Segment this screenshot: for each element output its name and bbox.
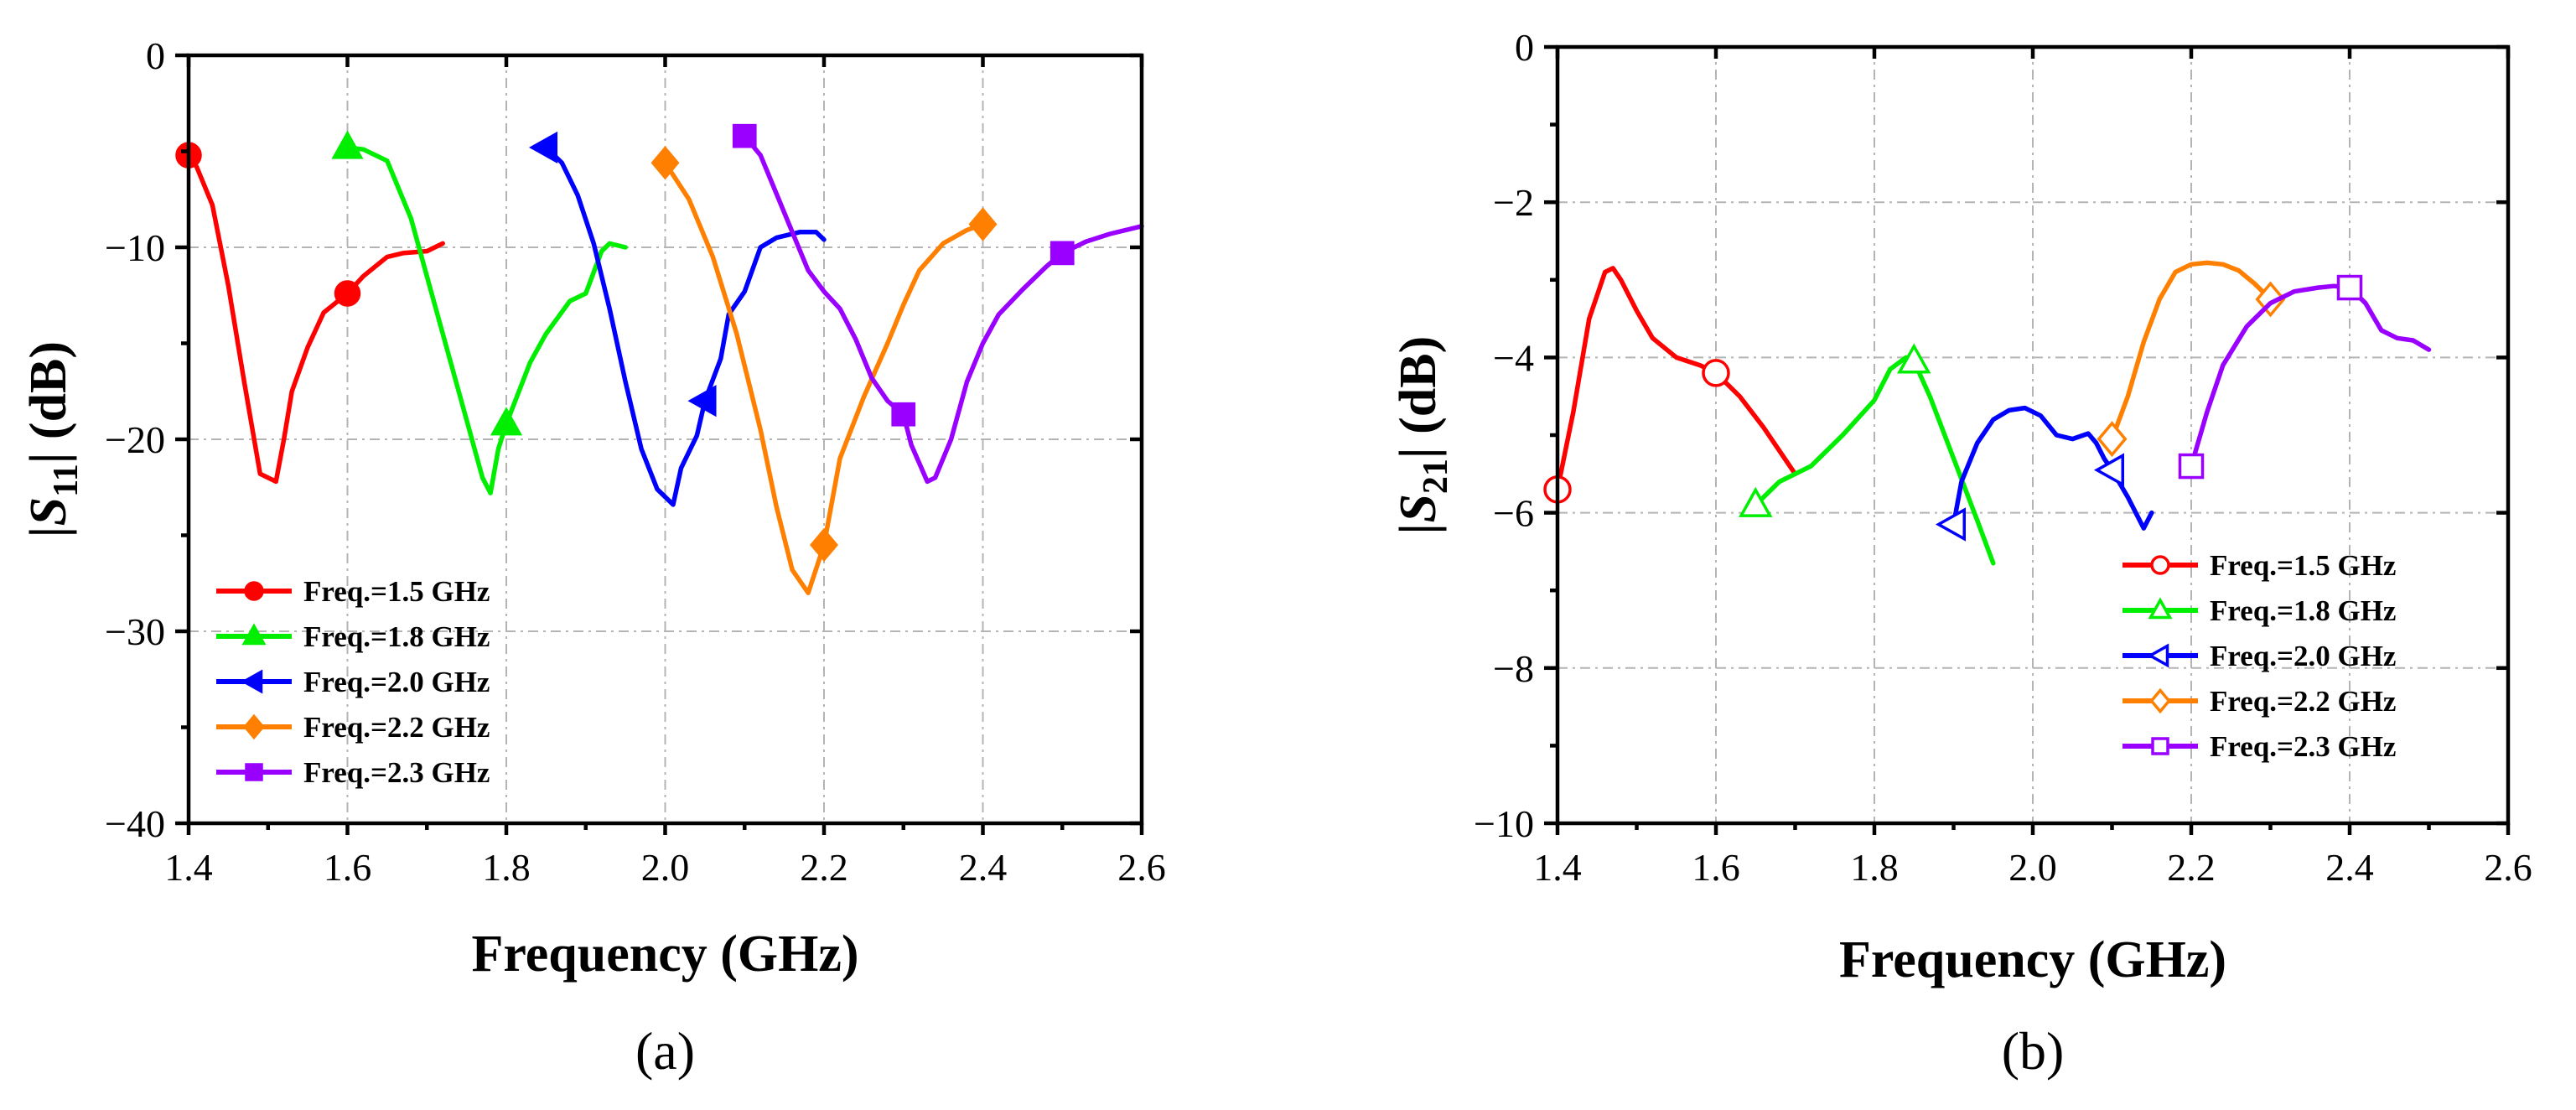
x-tick-label: 1.8 — [1850, 846, 1899, 889]
y-tick-label: −40 — [105, 802, 165, 845]
panel-label: (b) — [2002, 1021, 2065, 1081]
x-axis-title: Frequency (GHz) — [1839, 931, 2226, 988]
y-axis-title-tail: | (dB) — [1390, 336, 1447, 459]
legend-label-5: Freq.=2.3 GHz — [2210, 730, 2396, 763]
legend-label-4: Freq.=2.2 GHz — [303, 711, 490, 744]
data-point-marker — [331, 130, 364, 159]
legend-marker-1 — [244, 581, 264, 601]
data-point-marker — [1897, 343, 1931, 374]
x-tick-label: 1.6 — [324, 846, 372, 889]
x-tick-label: 2.2 — [800, 846, 848, 889]
series-line-2 — [1753, 355, 1996, 566]
data-point-marker — [732, 123, 757, 148]
legend-marker-2 — [241, 623, 267, 646]
data-point-marker — [490, 407, 523, 436]
series-line-3 — [543, 145, 827, 507]
series-line-2 — [345, 145, 628, 495]
x-tick-label: 2.4 — [2325, 846, 2374, 889]
y-tick-label: −2 — [1493, 181, 1534, 224]
series-line-1 — [1555, 266, 1798, 492]
y-tick-label: −30 — [105, 610, 165, 653]
y-axis-title-subscript: 11 — [47, 464, 86, 497]
data-point-marker — [2097, 421, 2128, 458]
legend: Freq.=1.5 GHz Freq.=1.8 GHz Freq.=2.0 GHz F… — [2122, 549, 2396, 763]
data-point-marker — [687, 385, 717, 418]
x-axis-title: Frequency (GHz) — [471, 926, 858, 983]
data-point-marker — [2178, 453, 2205, 480]
x-tick-label: 1.4 — [164, 846, 213, 889]
legend-label-1: Freq.=1.5 GHz — [303, 575, 490, 608]
series-line-5 — [2189, 283, 2432, 469]
legend-label-1: Freq.=1.5 GHz — [2210, 549, 2396, 582]
data-point-marker — [891, 402, 916, 427]
legend: Freq.=1.5 GHz Freq.=1.8 GHz Freq.=2.0 GHz F… — [216, 575, 490, 789]
data-point-marker — [1935, 507, 1966, 542]
data-point-marker — [810, 527, 838, 563]
y-tick-label: −8 — [1493, 647, 1534, 690]
data-point-marker — [968, 207, 998, 241]
y-axis-title-subscript: 21 — [1417, 459, 1455, 494]
series-line-4 — [2109, 260, 2273, 442]
legend-label-3: Freq.=2.0 GHz — [303, 666, 490, 698]
legend-marker-4 — [243, 713, 265, 740]
legend-marker-5 — [2151, 737, 2169, 755]
y-tick-label: −4 — [1493, 336, 1534, 379]
legend-marker-3 — [2147, 643, 2169, 668]
y-tick-label: −6 — [1493, 492, 1534, 535]
legend-label-2: Freq.=1.8 GHz — [303, 620, 490, 653]
legend-marker-3 — [241, 669, 263, 694]
y-tick-label: 0 — [146, 34, 165, 77]
x-tick-label: 2.4 — [959, 846, 1008, 889]
y-axis-title: |S21| (dB) — [1390, 336, 1455, 534]
x-tick-label: 1.6 — [1692, 846, 1740, 889]
legend-label-4: Freq.=2.2 GHz — [2210, 685, 2396, 718]
x-tick-label: 1.4 — [1533, 846, 1582, 889]
legend-marker-4 — [2149, 687, 2171, 714]
data-point-marker — [1702, 359, 1730, 387]
y-axis-title-main: |S — [20, 497, 77, 537]
data-point-marker — [650, 146, 680, 180]
y-tick-label: −20 — [105, 418, 165, 461]
y-tick-label: 0 — [1515, 26, 1534, 69]
y-axis-title: |S11| (dB) — [20, 341, 86, 537]
chart-panel-a: 1.4 1.6 1.8 2.0 2.2 2.4 2.6 0 −10 −20 −30 −40 Freque… — [20, 34, 1166, 1081]
legend-marker-1 — [2150, 555, 2170, 575]
x-tick-label: 2.2 — [2167, 846, 2216, 889]
data-point-marker — [1050, 241, 1075, 266]
panel-label: (a) — [635, 1021, 695, 1081]
y-tick-label: −10 — [105, 226, 165, 269]
y-axis-title-tail: | (dB) — [20, 341, 77, 464]
x-tick-label: 1.8 — [482, 846, 531, 889]
data-point-marker — [334, 280, 361, 307]
data-point-marker — [1739, 486, 1773, 517]
chart-panel-b: 1.4 1.6 1.8 2.0 2.2 2.4 2.6 0 −2 −4 −6 −8 −10 Frequen… — [1390, 26, 2532, 1081]
series-line-1 — [186, 153, 445, 485]
data-point-marker — [2336, 274, 2363, 301]
data-point-marker — [2093, 453, 2124, 487]
x-tick-label: 2.0 — [2008, 846, 2057, 889]
legend-label-2: Freq.=1.8 GHz — [2210, 594, 2396, 627]
x-tick-label: 2.0 — [641, 846, 690, 889]
legend-label-3: Freq.=2.0 GHz — [2210, 640, 2396, 672]
x-tick-label: 2.6 — [2484, 846, 2532, 889]
legend-marker-5 — [245, 763, 263, 781]
y-tick-label: −10 — [1474, 802, 1534, 845]
legend-label-5: Freq.=2.3 GHz — [303, 756, 490, 789]
data-point-marker — [528, 131, 558, 164]
y-axis-title-main: |S — [1390, 494, 1447, 534]
series-line-5 — [742, 133, 1144, 485]
legend-marker-2 — [2148, 597, 2173, 620]
x-tick-label: 2.6 — [1117, 846, 1166, 889]
